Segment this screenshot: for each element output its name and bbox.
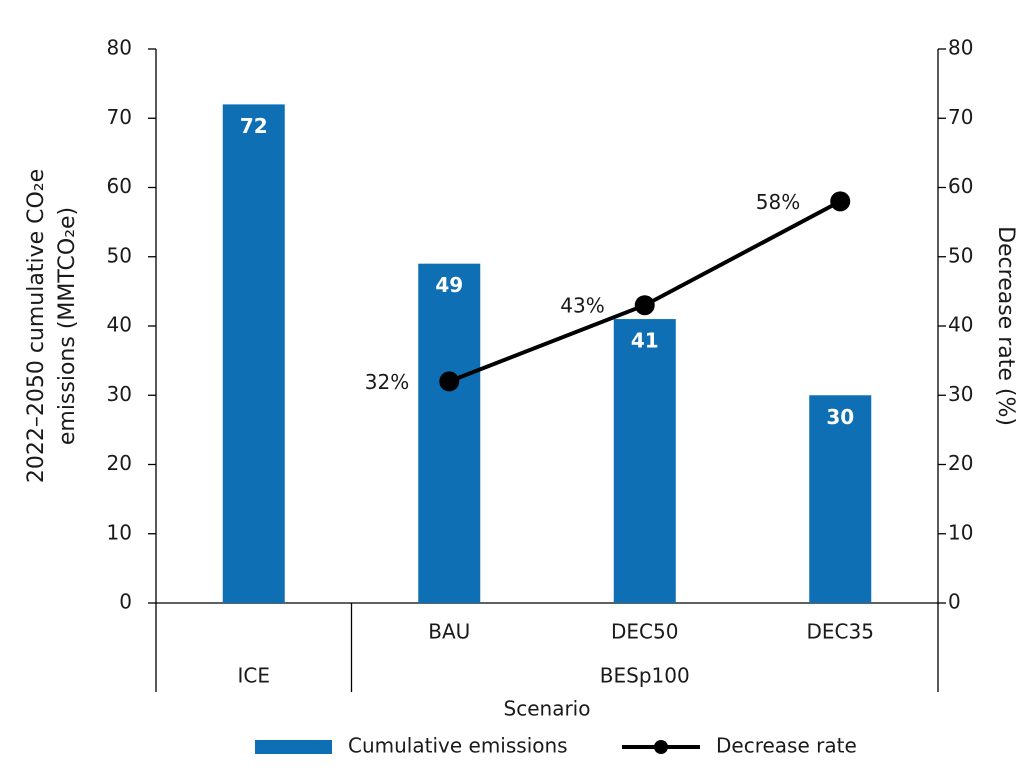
x-tick-label: DEC50 xyxy=(611,620,678,644)
y2-axis-label: Decrease rate (%) xyxy=(993,226,1018,426)
bar xyxy=(222,104,285,604)
y-tick-label: 40 xyxy=(107,313,132,337)
y2-tick-label: 80 xyxy=(948,36,973,60)
legend-label: Cumulative emissions xyxy=(348,734,568,758)
group-label: BESp100 xyxy=(600,664,690,688)
y-tick-label: 0 xyxy=(119,590,132,614)
bar-label: 41 xyxy=(631,329,659,353)
y2-tick-label: 10 xyxy=(948,520,973,544)
line-label: 43% xyxy=(560,294,604,318)
group-label: ICE xyxy=(238,664,271,688)
y-tick-label: 70 xyxy=(107,105,132,129)
y-tick-label: 10 xyxy=(107,520,132,544)
y2-tick-label: 20 xyxy=(948,451,973,475)
x-tick-label: DEC35 xyxy=(807,620,874,644)
y-axis-label: 2022–2050 cumulative CO₂e xyxy=(24,169,49,483)
line-point xyxy=(830,191,851,212)
y-tick-label: 60 xyxy=(107,174,132,198)
y2-tick-label: 60 xyxy=(948,174,973,198)
y-tick-label: 20 xyxy=(107,451,132,475)
bar-label: 72 xyxy=(240,114,268,138)
y2-tick-label: 50 xyxy=(948,243,973,267)
y2-tick-label: 0 xyxy=(948,590,961,614)
legend-label: Decrease rate xyxy=(716,734,857,758)
y2-tick-label: 70 xyxy=(948,105,973,129)
bar xyxy=(613,319,676,603)
line-label: 32% xyxy=(365,370,409,394)
bar-label: 49 xyxy=(435,273,463,297)
line-label: 58% xyxy=(756,190,800,214)
line-point xyxy=(439,371,460,392)
line-point xyxy=(634,295,655,316)
bar xyxy=(418,263,481,603)
y2-tick-label: 40 xyxy=(948,313,973,337)
legend-swatch xyxy=(654,740,668,754)
x-axis-label: Scenario xyxy=(504,697,591,721)
y-tick-label: 30 xyxy=(107,382,132,406)
y2-tick-label: 30 xyxy=(948,382,973,406)
bar-label: 30 xyxy=(826,405,854,429)
x-tick-label: BAU xyxy=(428,620,470,644)
y-tick-label: 80 xyxy=(107,36,132,60)
bar xyxy=(809,395,872,603)
y-axis-label: emissions (MMTCO₂e) xyxy=(55,207,80,445)
legend-swatch xyxy=(255,740,332,754)
y-tick-label: 50 xyxy=(107,243,132,267)
